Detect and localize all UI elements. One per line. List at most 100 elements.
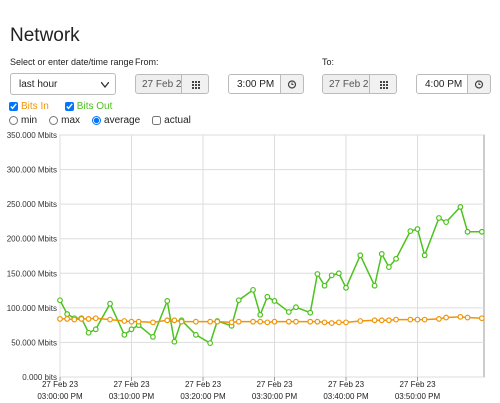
from-clock-button[interactable] [280,74,304,94]
point [57,297,63,304]
point [443,219,450,226]
point [421,252,428,259]
point [328,272,335,279]
point [314,271,321,277]
x-tick-label: 27 Feb 23 03:50:00 PM [394,380,441,401]
to-calendar-button[interactable] [369,74,397,94]
point [228,319,235,326]
point [250,286,256,293]
point [257,318,264,325]
point [250,318,256,325]
point [293,304,299,311]
point [457,313,464,320]
x-tick-label: 27 Feb 23 03:00:00 PM [37,380,83,401]
point [271,298,278,304]
point [128,318,135,325]
point [121,331,128,338]
point [235,297,242,304]
to-date-input[interactable]: 27 Feb 23 [322,74,370,94]
point [335,319,342,326]
point [264,319,271,326]
bits-out-checkbox[interactable] [64,102,74,111]
point [271,318,278,325]
bits-out-label[interactable]: Bits Out [76,101,113,112]
point [107,316,113,323]
y-tick-label: 200.000 Mbits [7,235,57,244]
from-date-input[interactable]: 27 Feb 23 [135,74,182,94]
point [207,318,214,325]
from-time: 3:00 PM [237,79,275,90]
max-radio[interactable] [49,116,59,125]
x-tick-label: 27 Feb 23 03:10:00 PM [108,380,155,401]
min-radio[interactable] [9,116,18,125]
point [64,311,71,317]
point [436,215,442,221]
point [107,300,113,307]
point [343,284,349,291]
point [285,309,292,315]
calendar-icon [380,81,388,89]
point [407,316,414,323]
average-label[interactable]: average [104,115,141,126]
point [85,329,92,336]
point [478,228,485,235]
min-label[interactable]: min [21,115,38,126]
to-clock-button[interactable] [467,74,491,94]
point [192,318,199,325]
select-caret [101,82,109,88]
plot-area [59,134,485,378]
clock-icon [474,80,484,89]
point [378,317,385,324]
point [257,311,264,318]
point [171,338,178,345]
to-time: 4:00 PM [425,79,463,90]
from-label: From: [135,57,159,67]
point [357,252,364,259]
point [478,315,485,322]
range-select[interactable]: last hour [10,73,116,95]
point [414,226,421,232]
point [78,316,85,322]
point [371,282,378,289]
point [386,264,392,270]
x-tick-label: 27 Feb 23 03:20:00 PM [180,380,226,401]
y-tick-label: 300.000 Mbits [7,166,57,175]
from-calendar-button[interactable] [181,74,209,94]
point [321,319,328,326]
bits-in-label[interactable]: Bits In [21,101,49,112]
point [436,316,442,322]
point [164,317,171,324]
range-value: last hour [19,79,58,90]
max-label[interactable]: max [61,115,81,126]
actual-checkbox[interactable] [152,116,162,125]
point [92,326,99,333]
point [285,318,292,325]
point [378,251,385,257]
point [293,318,299,325]
from-date: 27 Feb 23 [142,79,182,90]
bits-in-checkbox[interactable] [9,102,18,111]
calendar-icon [192,81,200,89]
x-tick-label: 27 Feb 23 03:30:00 PM [251,380,298,401]
point [407,228,414,235]
point [178,318,185,325]
point [443,314,450,321]
actual-label[interactable]: actual [164,115,191,126]
point [307,309,314,316]
average-radio[interactable] [92,116,102,125]
point [343,319,349,326]
point [457,204,464,210]
point [85,316,92,322]
point [150,319,156,326]
y-tick-label: 250.000 Mbits [7,200,57,209]
point [207,340,214,347]
page-title: Network [10,25,80,46]
point [214,318,221,325]
point [371,317,378,324]
point [307,318,314,325]
y-tick-label: 100.000 Mbits [7,304,57,313]
point [164,298,171,304]
point [92,315,99,322]
